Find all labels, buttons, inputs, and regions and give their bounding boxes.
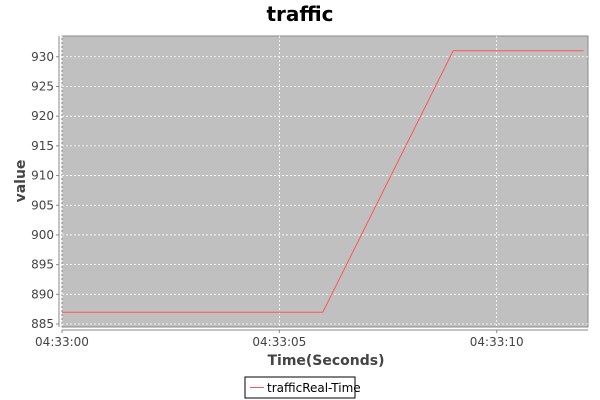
- y-axis-label: value: [13, 160, 29, 203]
- y-tick-label: 910: [31, 169, 54, 183]
- legend-label: trafficReal-Time: [267, 381, 361, 395]
- x-tick-label: 04:33:05: [252, 335, 306, 349]
- series-lines: [62, 50, 584, 313]
- y-tick-label: 930: [31, 50, 54, 64]
- x-axis: 04:33:00 04:33:05 04:33:10: [35, 329, 588, 349]
- y-tick-label: 885: [31, 317, 54, 331]
- series-line: [62, 50, 584, 313]
- chart-title: traffic: [266, 2, 333, 26]
- legend: trafficReal-Time: [244, 376, 361, 399]
- grid-lines: [61, 36, 588, 327]
- y-tick-label: 915: [31, 139, 54, 153]
- y-tick-label: 905: [31, 198, 54, 212]
- y-tick-label: 920: [31, 109, 54, 123]
- y-tick-label: 925: [31, 79, 54, 93]
- x-tick-label: 04:33:00: [35, 335, 89, 349]
- plot-area: [61, 35, 589, 328]
- y-tick-label: 895: [31, 258, 54, 272]
- legend-box: [244, 376, 356, 399]
- x-tick-label: 04:33:10: [470, 335, 524, 349]
- y-axis: 885 890 895 900 905 910 915 920 925 930: [31, 36, 60, 331]
- x-axis-label: Time(Seconds): [267, 353, 384, 369]
- y-tick-label: 900: [31, 228, 54, 242]
- y-tick-label: 890: [31, 287, 54, 301]
